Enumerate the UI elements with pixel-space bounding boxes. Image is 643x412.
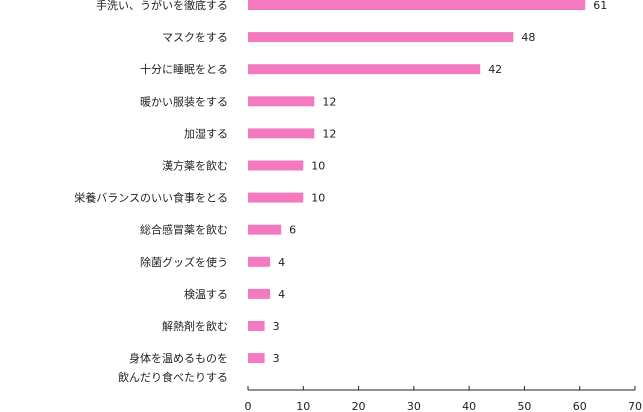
value-label: 10 <box>311 192 325 205</box>
category-label: 解熱剤を飲む <box>162 319 228 333</box>
value-label: 3 <box>273 320 280 333</box>
category-label: 栄養バランスのいい食事をとる <box>74 191 228 205</box>
category-label: 加湿する <box>184 127 228 140</box>
x-tick-label: 70 <box>628 400 642 412</box>
bar <box>248 96 315 107</box>
bar <box>248 256 271 267</box>
value-label: 61 <box>593 0 607 12</box>
x-tick-label: 50 <box>517 400 531 412</box>
bar <box>248 128 315 139</box>
category-label: 除菌グッズを使う <box>140 255 228 269</box>
category-label: 十分に睡眠をとる <box>140 62 228 76</box>
category-label: 身体を温めるものを飲んだり食べたりする <box>118 351 228 384</box>
bar <box>248 32 514 43</box>
value-label: 4 <box>278 288 285 301</box>
bar <box>248 321 265 331</box>
bar <box>248 353 265 364</box>
bar <box>248 0 586 10</box>
bar <box>248 160 304 171</box>
x-tick-label: 10 <box>296 400 310 412</box>
x-tick-label: 20 <box>352 400 366 412</box>
x-tick-label: 40 <box>462 400 476 412</box>
value-label: 6 <box>289 224 296 237</box>
bar <box>248 288 271 299</box>
bar <box>248 64 481 75</box>
x-tick-label: 0 <box>245 400 252 412</box>
category-label: 検温する <box>184 287 228 301</box>
category-label: 手洗い、うがいを徹底する <box>96 0 228 12</box>
category-label: 暖かい服装をする <box>140 95 228 108</box>
bar <box>248 224 282 235</box>
value-label: 3 <box>273 352 280 365</box>
bar <box>248 192 304 203</box>
value-label: 4 <box>278 256 285 269</box>
value-label: 12 <box>322 127 336 140</box>
x-tick-label: 30 <box>407 400 421 412</box>
value-label: 10 <box>311 160 325 173</box>
category-label: マスクをする <box>162 31 228 44</box>
category-label: 漢方薬を飲む <box>162 159 228 173</box>
category-label: 総合感冒薬を飲む <box>140 223 228 237</box>
value-label: 12 <box>322 95 336 108</box>
value-label: 42 <box>488 63 502 76</box>
x-tick-label: 60 <box>573 400 587 412</box>
value-label: 48 <box>521 31 535 44</box>
